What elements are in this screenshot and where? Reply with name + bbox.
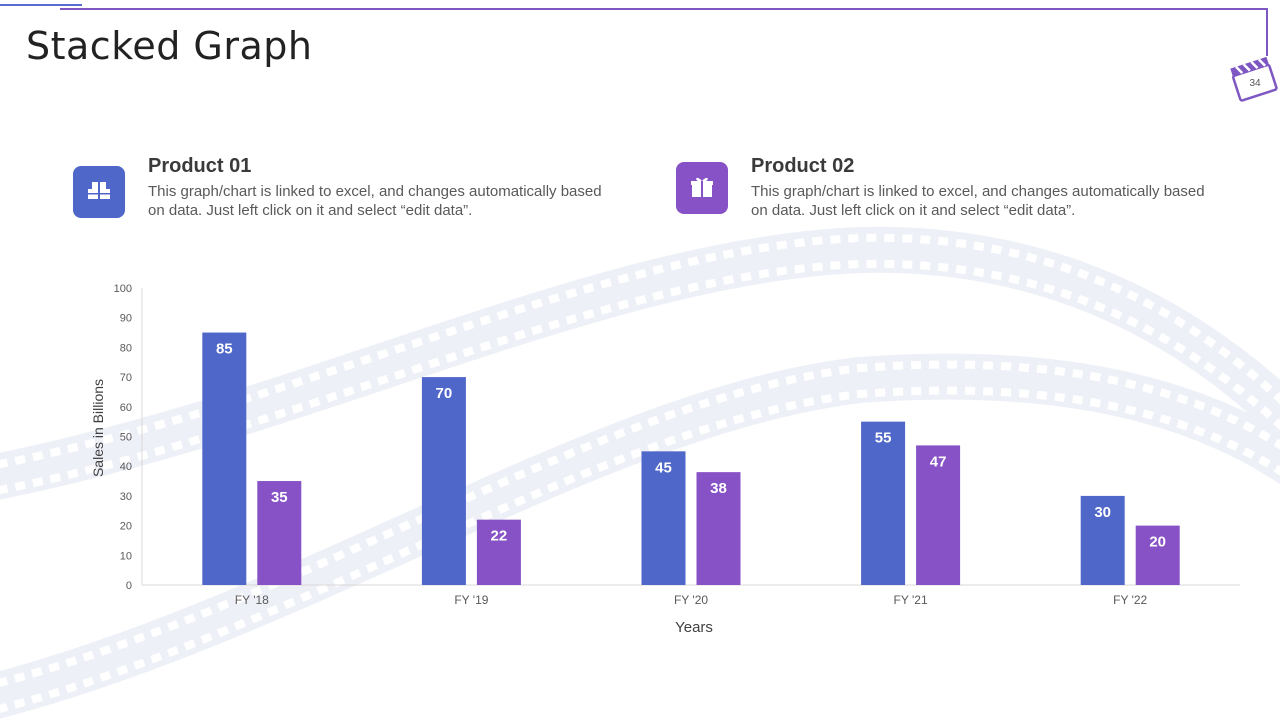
- data-label: 35: [271, 489, 288, 506]
- x-tick-label: FY '18: [235, 593, 269, 607]
- data-label: 22: [491, 528, 508, 545]
- data-label: 20: [1149, 534, 1166, 551]
- data-label: 38: [710, 480, 727, 497]
- x-tick-label: FY '22: [1113, 593, 1147, 607]
- bar-2: [916, 445, 961, 585]
- y-tick-label: 40: [120, 461, 132, 473]
- bar-2: [257, 481, 302, 585]
- clapperboard-icon: [1230, 56, 1278, 102]
- y-tick-label: 90: [120, 313, 132, 325]
- y-tick-label: 100: [114, 283, 132, 295]
- product-01-description: This graph/chart is linked to excel, and…: [148, 183, 602, 219]
- y-axis-label: Sales in Billions: [90, 379, 106, 477]
- x-axis-label: Years: [675, 619, 713, 636]
- bar-1: [202, 332, 247, 585]
- slide-number: 34: [1249, 78, 1261, 89]
- data-label: 85: [216, 341, 233, 358]
- product-02-title: Product 02: [751, 155, 855, 177]
- y-tick-label: 50: [120, 432, 132, 444]
- y-tick-label: 30: [120, 491, 132, 503]
- x-tick-label: FY '20: [674, 593, 708, 607]
- data-label: 70: [436, 385, 453, 402]
- bar-1: [861, 421, 906, 585]
- x-tick-label: FY '21: [894, 593, 928, 607]
- hang-line: [1266, 8, 1268, 56]
- y-tick-label: 60: [120, 402, 132, 414]
- data-label: 47: [930, 453, 947, 470]
- gift-box-icon: [691, 177, 713, 197]
- page-title: Stacked Graph: [26, 24, 313, 68]
- y-tick-label: 0: [126, 580, 132, 592]
- product-01-title: Product 01: [148, 155, 252, 177]
- gift-boxes-icon: [88, 182, 110, 199]
- bar-1: [421, 377, 466, 585]
- data-label: 45: [655, 459, 672, 476]
- x-tick-label: FY '19: [454, 593, 488, 607]
- bar-2: [1135, 525, 1180, 585]
- bar-1: [1080, 495, 1125, 585]
- bar-2: [476, 519, 521, 585]
- top-accent-line: [0, 4, 82, 6]
- product-02-icon-tile: [676, 162, 728, 214]
- data-label: 30: [1094, 504, 1111, 521]
- y-tick-label: 20: [120, 521, 132, 533]
- y-tick-label: 70: [120, 372, 132, 384]
- bar-2: [696, 472, 741, 585]
- product-01-icon-tile: [73, 166, 125, 218]
- data-label: 55: [875, 430, 892, 447]
- y-tick-label: 10: [120, 550, 132, 562]
- y-tick-label: 80: [120, 342, 132, 354]
- product-02-description: This graph/chart is linked to excel, and…: [751, 183, 1205, 219]
- bar-1: [641, 451, 686, 585]
- top-rule-line: [60, 8, 1268, 10]
